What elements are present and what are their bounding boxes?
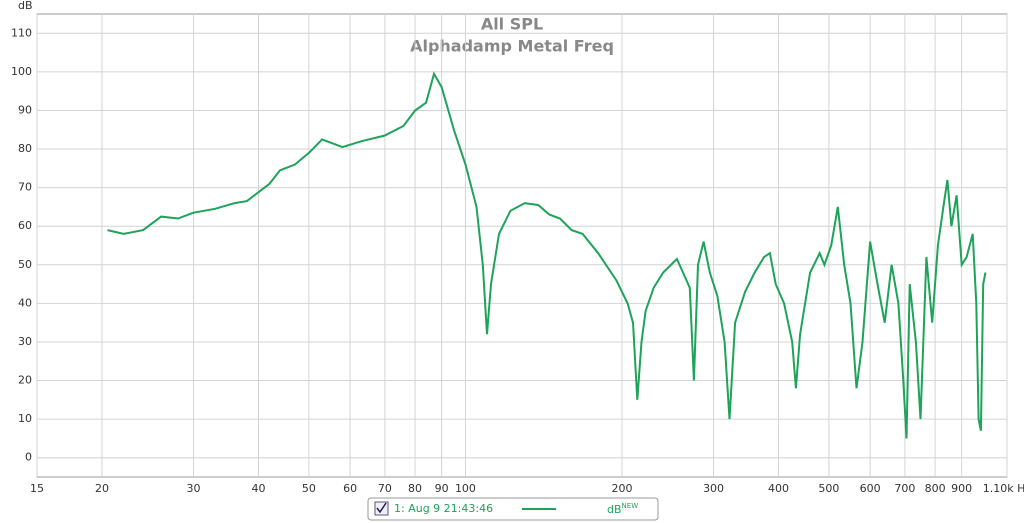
x-tick-label: 80: [408, 482, 422, 495]
x-tick-label: 600: [860, 482, 881, 495]
y-tick-label: 40: [18, 296, 32, 309]
x-tick-label: 500: [818, 482, 839, 495]
chart-title: All SPL: [481, 15, 543, 34]
legend-label: 1: Aug 9 21:43:46: [394, 502, 493, 515]
y-tick-label: 0: [25, 451, 32, 464]
check-mark: [376, 502, 387, 514]
x-tick-label: 90: [435, 482, 449, 495]
y-tick-label: 50: [18, 258, 32, 271]
y-tick-label: 10: [18, 412, 32, 425]
y-tick-label: 90: [18, 103, 32, 116]
x-tick-label: 400: [768, 482, 789, 495]
x-tick-label: 200: [611, 482, 632, 495]
legend: [367, 497, 659, 521]
x-tick-label: 20: [95, 482, 109, 495]
y-tick-label: 100: [11, 65, 32, 78]
x-tick-label: 900: [951, 482, 972, 495]
y-tick-label: 110: [11, 26, 32, 39]
y-axis-label: dB: [18, 0, 33, 12]
x-tick-label: 30: [187, 482, 201, 495]
y-tick-label: 20: [18, 374, 32, 387]
y-tick-label: 70: [18, 181, 32, 194]
y-tick-label: 60: [18, 219, 32, 232]
x-tick-label: 700: [894, 482, 915, 495]
y-tick-label: 30: [18, 335, 32, 348]
x-tick-label: 40: [252, 482, 266, 495]
x-tick-label: 50: [302, 482, 316, 495]
data-line: [107, 71, 987, 439]
x-tick-label: 100: [455, 482, 476, 495]
x-tick-label: 1.10k Hz: [983, 482, 1024, 495]
x-tick-label: 60: [343, 482, 357, 495]
x-tick-label: 300: [703, 482, 724, 495]
legend-unit: dBNEW: [607, 502, 638, 516]
y-tick-label: 80: [18, 142, 32, 155]
x-tick-label: 800: [925, 482, 946, 495]
x-tick-label: 70: [378, 482, 392, 495]
legend-tag: NEW: [622, 502, 639, 510]
legend-unit-text: dB: [607, 503, 622, 516]
plot-area: [36, 13, 1008, 478]
chart-subtitle: Alphadamp Metal Freq: [410, 37, 614, 56]
x-tick-label: 15: [30, 482, 44, 495]
